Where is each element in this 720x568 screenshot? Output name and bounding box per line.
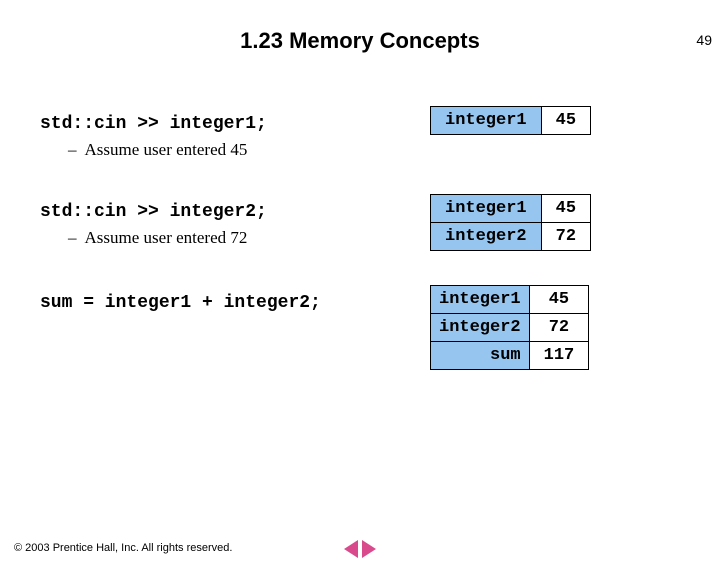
table-row: sum 117 xyxy=(431,342,589,370)
memory-table: integer1 45 integer2 72 xyxy=(430,194,591,251)
mem-label: integer1 xyxy=(431,195,542,223)
next-arrow-icon[interactable] xyxy=(362,540,376,558)
mem-value: 117 xyxy=(529,342,589,370)
mem-label: sum xyxy=(431,342,530,370)
assumption-text: Assume user entered 72 xyxy=(85,228,248,248)
code-line: sum = integer1 + integer2; xyxy=(40,293,420,313)
mem-label: integer2 xyxy=(431,223,542,251)
mem-value: 45 xyxy=(541,195,590,223)
table-row: integer1 45 xyxy=(431,286,589,314)
bullet-dash: – xyxy=(68,140,77,160)
mem-value: 72 xyxy=(541,223,590,251)
table-row: integer1 45 xyxy=(431,107,591,135)
table-row: integer1 45 xyxy=(431,195,591,223)
mem-value: 45 xyxy=(541,107,590,135)
mem-label: integer2 xyxy=(431,314,530,342)
prev-arrow-icon[interactable] xyxy=(344,540,358,558)
memory-table: integer1 45 xyxy=(430,106,591,135)
assumption-line: – Assume user entered 72 xyxy=(68,228,420,248)
code-line: std::cin >> integer2; xyxy=(40,202,420,222)
mem-label: integer1 xyxy=(431,286,530,314)
mem-value: 45 xyxy=(529,286,589,314)
assumption-line: – Assume user entered 45 xyxy=(68,140,420,160)
code-line: std::cin >> integer1; xyxy=(40,114,420,134)
memory-table: integer1 45 integer2 72 sum 117 xyxy=(430,285,589,370)
assumption-text: Assume user entered 45 xyxy=(85,140,248,160)
mem-value: 72 xyxy=(529,314,589,342)
page-number: 49 xyxy=(696,32,712,48)
table-row: integer2 72 xyxy=(431,223,591,251)
copyright-footer: © 2003 Prentice Hall, Inc. All rights re… xyxy=(14,542,232,554)
memory-block-1: std::cin >> integer1; – Assume user ente… xyxy=(40,106,680,160)
bullet-dash: – xyxy=(68,228,77,248)
memory-block-3: sum = integer1 + integer2; integer1 45 i… xyxy=(40,285,680,370)
mem-label: integer1 xyxy=(431,107,542,135)
memory-block-2: std::cin >> integer2; – Assume user ente… xyxy=(40,194,680,251)
slide-title: 1.23 Memory Concepts xyxy=(0,28,720,54)
nav-arrows xyxy=(344,540,376,558)
content-area: std::cin >> integer1; – Assume user ente… xyxy=(0,106,720,404)
table-row: integer2 72 xyxy=(431,314,589,342)
